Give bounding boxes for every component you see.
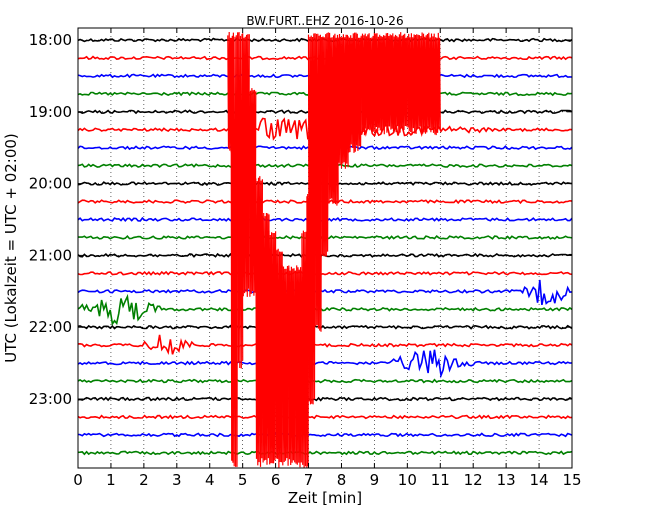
quake-waveform — [314, 33, 323, 332]
chart-title: BW.FURT..EHZ 2016-10-26 — [246, 14, 403, 28]
y-tick-label: 21:00 — [29, 246, 72, 264]
trace-row — [77, 414, 573, 420]
trace-row — [77, 450, 573, 456]
event-layer — [227, 31, 441, 468]
y-tick-label: 22:00 — [29, 318, 72, 336]
quake-waveform — [248, 88, 257, 297]
trace-row — [77, 432, 573, 438]
trace-row — [77, 270, 573, 276]
quake-waveform — [268, 230, 277, 465]
quake-waveform — [242, 33, 250, 297]
x-tick-label: 14 — [530, 471, 549, 489]
y-tick-label: 23:00 — [29, 390, 72, 408]
quake-waveform — [232, 33, 239, 467]
quake-waveform — [306, 193, 310, 467]
trace-row — [77, 55, 573, 61]
x-tick-label: 8 — [337, 471, 347, 489]
quake-waveform — [281, 265, 290, 466]
x-tick-label: 2 — [139, 471, 149, 489]
trace-row — [77, 396, 573, 402]
x-tick-label: 4 — [205, 471, 215, 489]
x-tick-label: 6 — [271, 471, 281, 489]
quake-waveform — [261, 212, 270, 465]
x-tick-label: 9 — [370, 471, 380, 489]
quake-waveform — [406, 32, 441, 136]
trace-row — [77, 378, 573, 384]
trace-row — [77, 37, 573, 43]
trace-row — [77, 293, 573, 327]
x-tick-label: 13 — [497, 471, 516, 489]
quake-waveform — [288, 265, 296, 466]
x-tick-label: 7 — [304, 471, 314, 489]
y-axis-label: UTC (Lokalzeit = UTC + 02:00) — [2, 133, 20, 363]
quake-waveform — [337, 33, 349, 169]
quake-waveform — [275, 248, 283, 468]
x-tick-label: 11 — [431, 471, 450, 489]
x-tick-label: 10 — [398, 471, 417, 489]
quake-waveform — [255, 176, 263, 467]
quake-waveform — [307, 33, 316, 405]
quake-waveform — [380, 32, 408, 135]
x-axis: 0 1 2 3 4 5 6 7 8 9 10 11 12 13 14 15 — [73, 28, 582, 489]
quake-waveform — [237, 32, 244, 369]
quake-waveform — [301, 230, 308, 468]
x-tick-label: 0 — [73, 471, 83, 489]
x-tick-label: 5 — [238, 471, 248, 489]
y-tick-label: 18:00 — [29, 31, 72, 49]
quake-waveform — [321, 32, 329, 257]
quake-waveform — [347, 32, 362, 153]
y-tick-label: 20:00 — [29, 175, 72, 193]
trace-row — [77, 279, 573, 306]
quake-waveform — [360, 32, 382, 136]
y-tick-label: 19:00 — [29, 103, 72, 121]
trace-row — [77, 334, 573, 356]
trace-row — [77, 324, 573, 330]
quake-waveform — [230, 32, 234, 463]
quake-waveform — [327, 32, 339, 206]
x-tick-label: 15 — [562, 471, 581, 489]
x-tick-label: 12 — [464, 471, 483, 489]
x-tick-label: 3 — [172, 471, 182, 489]
y-axis: 18:00 19:00 20:00 21:00 22:00 23:00 — [29, 31, 572, 408]
trace-row — [77, 349, 573, 379]
quake-waveform — [294, 265, 303, 468]
x-tick-label: 1 — [106, 471, 116, 489]
plot-frame — [77, 27, 573, 469]
x-axis-label: Zeit [min] — [288, 489, 362, 507]
